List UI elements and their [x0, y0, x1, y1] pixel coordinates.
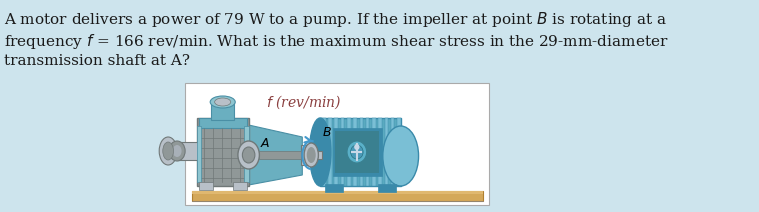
Ellipse shape [383, 126, 418, 186]
Text: $A$: $A$ [260, 137, 270, 150]
Bar [347, 118, 351, 186]
Ellipse shape [162, 142, 174, 160]
Text: $f$ (rev/min): $f$ (rev/min) [266, 93, 341, 111]
Bar [192, 191, 483, 194]
Ellipse shape [242, 147, 255, 163]
Bar [211, 102, 235, 120]
Text: $B$: $B$ [322, 126, 332, 139]
Text: transmission shaft at A?: transmission shaft at A? [5, 54, 191, 68]
Ellipse shape [169, 141, 185, 161]
Circle shape [351, 145, 363, 159]
Text: A motor delivers a power of 79 W to a pump. If the impeller at point $B$ is rota: A motor delivers a power of 79 W to a pu… [5, 10, 667, 29]
Bar [310, 151, 322, 159]
Bar [332, 128, 382, 176]
Ellipse shape [215, 98, 231, 106]
Bar [328, 118, 332, 186]
Polygon shape [249, 125, 302, 185]
Bar [341, 118, 345, 186]
Bar [378, 118, 382, 186]
Ellipse shape [307, 147, 316, 163]
Bar [192, 191, 483, 201]
Circle shape [347, 141, 367, 163]
Bar [391, 118, 395, 186]
Ellipse shape [159, 137, 177, 165]
Bar [372, 118, 376, 186]
Bar [335, 131, 380, 173]
Bar [197, 118, 249, 186]
Ellipse shape [172, 145, 181, 157]
Ellipse shape [238, 141, 260, 169]
Bar [385, 118, 388, 186]
Circle shape [354, 144, 360, 150]
Ellipse shape [304, 143, 318, 167]
Bar [199, 182, 213, 190]
Ellipse shape [210, 96, 235, 108]
Bar [260, 151, 302, 159]
Bar [199, 118, 247, 128]
Bar [360, 118, 363, 186]
Bar [325, 184, 342, 192]
Bar [353, 118, 357, 186]
FancyBboxPatch shape [185, 83, 490, 205]
Bar [378, 184, 396, 192]
Bar [301, 145, 311, 165]
Bar [397, 118, 401, 186]
Bar [320, 118, 401, 186]
Bar [322, 118, 326, 186]
Bar [177, 142, 199, 160]
Bar [335, 118, 338, 186]
Bar [232, 182, 247, 190]
Bar [244, 126, 249, 182]
Bar [366, 118, 370, 186]
Ellipse shape [310, 118, 331, 186]
Text: frequency $f$ = 166 rev/min. What is the maximum shear stress in the 29-mm-diame: frequency $f$ = 166 rev/min. What is the… [5, 32, 669, 51]
Bar [197, 126, 201, 182]
